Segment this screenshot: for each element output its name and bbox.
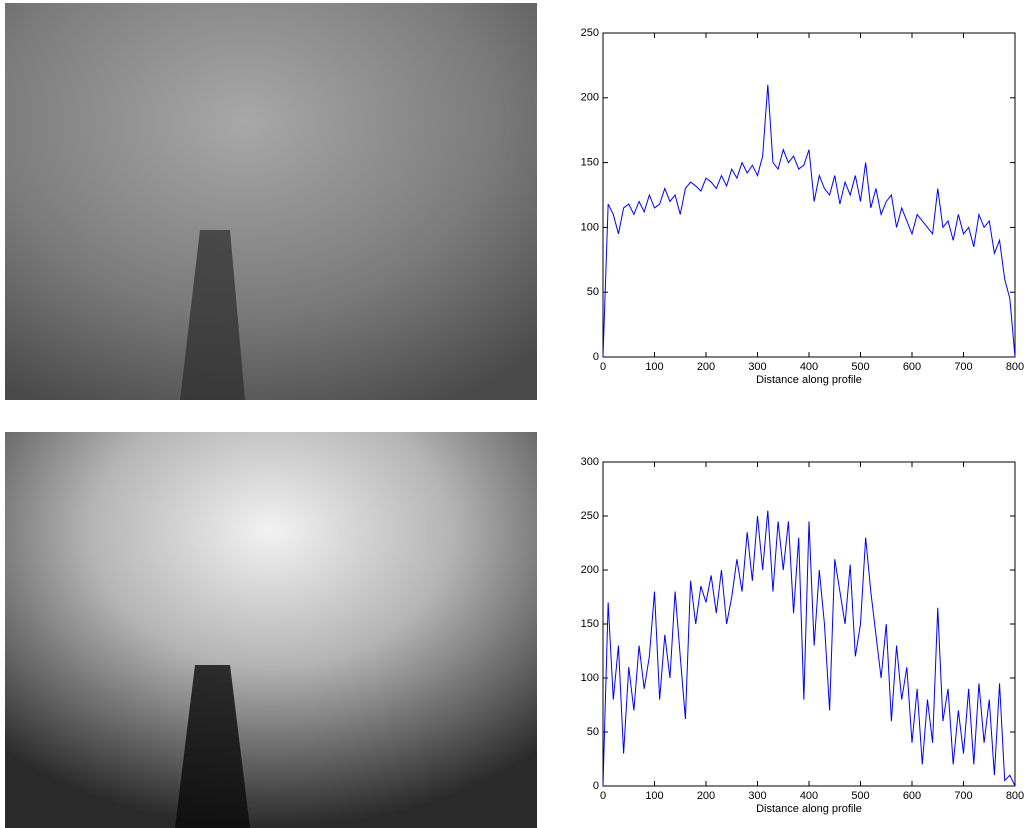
x-tick-label: 800 (1006, 361, 1024, 373)
profile-line (602, 510, 1016, 787)
y-tick-label: 50 (587, 286, 599, 298)
x-tick-label: 200 (697, 790, 715, 802)
y-tick-label: 250 (581, 510, 599, 522)
x-tick-label: 800 (1006, 790, 1024, 802)
x-tick-label: 400 (800, 790, 818, 802)
x-tick-label: 400 (800, 361, 818, 373)
y-tick-label: 150 (581, 157, 599, 169)
plot-area (602, 32, 1016, 358)
grass-photo (5, 3, 537, 400)
x-tick-label: 500 (851, 361, 869, 373)
photo-path (180, 230, 245, 400)
x-axis-label: Distance along profile (756, 803, 862, 815)
y-tick-label: 200 (581, 564, 599, 576)
profile-line (602, 84, 1016, 358)
y-tick-label: 150 (581, 618, 599, 630)
y-tick-label: 100 (581, 672, 599, 684)
y-tick-label: 100 (581, 221, 599, 233)
photo-path (175, 665, 250, 828)
y-tick-label: 300 (581, 456, 599, 468)
grass-photo-enhanced (5, 432, 537, 828)
x-tick-label: 100 (645, 361, 663, 373)
x-tick-label: 600 (903, 790, 921, 802)
x-tick-label: 200 (697, 361, 715, 373)
y-tick-label: 250 (581, 27, 599, 39)
x-tick-label: 300 (748, 361, 766, 373)
y-tick-label: 0 (593, 351, 599, 363)
y-tick-label: 200 (581, 92, 599, 104)
x-tick-label: 0 (600, 361, 606, 373)
x-tick-label: 700 (954, 361, 972, 373)
x-tick-label: 700 (954, 790, 972, 802)
x-tick-label: 500 (851, 790, 869, 802)
y-tick-label: 0 (593, 780, 599, 792)
plot-area (602, 461, 1016, 787)
x-tick-label: 600 (903, 361, 921, 373)
x-axis-label: Distance along profile (756, 374, 862, 386)
x-tick-label: 100 (645, 790, 663, 802)
x-tick-label: 0 (600, 790, 606, 802)
x-tick-label: 300 (748, 790, 766, 802)
y-tick-label: 50 (587, 726, 599, 738)
